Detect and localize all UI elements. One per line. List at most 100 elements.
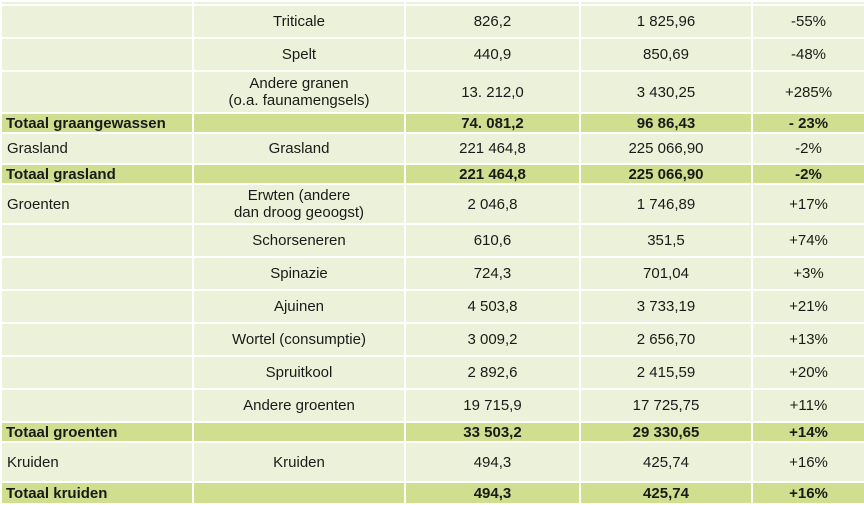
area-value-cell: 4 503,8 xyxy=(404,289,581,324)
area-value-cell: 494,3 xyxy=(404,441,581,483)
total-row: Totaal kruiden 494,3 425,74 +16% xyxy=(0,481,864,505)
crop-cell: Spruitkool xyxy=(192,355,406,390)
category-cell: Totaal graangewassen xyxy=(0,112,194,134)
area-value-cell xyxy=(404,0,581,6)
area-value-cell: 440,9 xyxy=(404,37,581,72)
area-value-prev-cell xyxy=(579,0,753,6)
category-cell xyxy=(0,322,194,357)
table-row xyxy=(0,0,864,6)
area-value-prev-cell: 425,74 xyxy=(579,441,753,483)
table-row: Wortel (consumptie) 3 009,2 2 656,70 +13% xyxy=(0,322,864,357)
table-row: Ajuinen 4 503,8 3 733,19 +21% xyxy=(0,289,864,324)
area-value-cell: 494,3 xyxy=(404,481,581,505)
table-row: Kruiden Kruiden 494,3 425,74 +16% xyxy=(0,441,864,483)
crop-cell xyxy=(192,481,406,505)
area-value-cell: 2 046,8 xyxy=(404,183,581,225)
area-value-prev-cell: 3 733,19 xyxy=(579,289,753,324)
area-value-prev-cell: 701,04 xyxy=(579,256,753,291)
category-cell: Groenten xyxy=(0,183,194,225)
area-value-cell: 221 464,8 xyxy=(404,163,581,185)
category-cell: Totaal grasland xyxy=(0,163,194,185)
change-percent-cell: +74% xyxy=(751,223,864,258)
category-cell xyxy=(0,289,194,324)
table-row: Groenten Erwten (andere dan droog geoogst)… xyxy=(0,183,864,225)
table-row: Schorseneren 610,6 351,5 +74% xyxy=(0,223,864,258)
crop-cell: Andere groenten xyxy=(192,388,406,423)
change-percent-cell: +3% xyxy=(751,256,864,291)
crop-cell: Spinazie xyxy=(192,256,406,291)
table-row: Spruitkool 2 892,6 2 415,59 +20% xyxy=(0,355,864,390)
category-cell xyxy=(0,70,194,114)
area-value-prev-cell: 96 86,43 xyxy=(579,112,753,134)
category-cell xyxy=(0,37,194,72)
table-row: Spinazie 724,3 701,04 +3% xyxy=(0,256,864,291)
change-percent-cell: +16% xyxy=(751,481,864,505)
area-value-prev-cell: 2 656,70 xyxy=(579,322,753,357)
table-row: Spelt 440,9 850,69 -48% xyxy=(0,37,864,72)
crop-cell: Ajuinen xyxy=(192,289,406,324)
area-value-prev-cell: 351,5 xyxy=(579,223,753,258)
crop-cell: Kruiden xyxy=(192,441,406,483)
change-percent-cell: +17% xyxy=(751,183,864,225)
area-value-prev-cell: 1 825,96 xyxy=(579,4,753,39)
table-row: Triticale 826,2 1 825,96 -55% xyxy=(0,4,864,39)
crop-cell xyxy=(192,421,406,443)
crop-cell xyxy=(192,0,406,6)
total-row: Totaal graangewassen 74. 081,2 96 86,43- 2… xyxy=(0,112,864,134)
change-percent-cell: -2% xyxy=(751,163,864,185)
table-row: Andere groenten 19 715,9 17 725,75 +11% xyxy=(0,388,864,423)
table-row: Grasland Grasland 221 464,8 225 066,90 -2% xyxy=(0,132,864,165)
change-percent-cell: +285% xyxy=(751,70,864,114)
area-value-prev-cell: 1 746,89 xyxy=(579,183,753,225)
area-value-prev-cell: 2 415,59 xyxy=(579,355,753,390)
area-value-prev-cell: 225 066,90 xyxy=(579,132,753,165)
category-cell: Kruiden xyxy=(0,441,194,483)
area-value-cell: 13. 212,0 xyxy=(404,70,581,114)
change-percent-cell: +16% xyxy=(751,441,864,483)
category-cell xyxy=(0,355,194,390)
area-value-prev-cell: 425,74 xyxy=(579,481,753,505)
area-value-cell: 74. 081,2 xyxy=(404,112,581,134)
crop-cell: Erwten (andere dan droog geoogst) xyxy=(192,183,406,225)
change-percent-cell: +21% xyxy=(751,289,864,324)
category-cell xyxy=(0,0,194,6)
category-cell xyxy=(0,256,194,291)
area-value-cell: 610,6 xyxy=(404,223,581,258)
category-cell xyxy=(0,4,194,39)
area-value-prev-cell: 225 066,90 xyxy=(579,163,753,185)
area-value-cell: 724,3 xyxy=(404,256,581,291)
area-value-cell: 221 464,8 xyxy=(404,132,581,165)
crop-cell: Grasland xyxy=(192,132,406,165)
change-percent-cell: -48% xyxy=(751,37,864,72)
area-value-prev-cell: 850,69 xyxy=(579,37,753,72)
area-value-cell: 19 715,9 xyxy=(404,388,581,423)
change-percent-cell: - 23% xyxy=(751,112,864,134)
crop-cell: Wortel (consumptie) xyxy=(192,322,406,357)
category-cell xyxy=(0,388,194,423)
crop-cell: Triticale xyxy=(192,4,406,39)
table-row: Andere granen (o.a. faunamengsels) 13. 212… xyxy=(0,70,864,114)
crop-cell xyxy=(192,163,406,185)
area-value-prev-cell: 3 430,25 xyxy=(579,70,753,114)
crop-cell: Andere granen (o.a. faunamengsels) xyxy=(192,70,406,114)
change-percent-cell: -55% xyxy=(751,4,864,39)
area-value-cell: 2 892,6 xyxy=(404,355,581,390)
area-value-cell: 3 009,2 xyxy=(404,322,581,357)
total-row: Totaal groenten 33 503,2 29 330,65 +14% xyxy=(0,421,864,443)
change-percent-cell: +14% xyxy=(751,421,864,443)
change-percent-cell: -2% xyxy=(751,132,864,165)
crop-cell xyxy=(192,112,406,134)
category-cell xyxy=(0,223,194,258)
category-cell: Totaal kruiden xyxy=(0,481,194,505)
category-cell: Grasland xyxy=(0,132,194,165)
area-value-prev-cell: 29 330,65 xyxy=(579,421,753,443)
crop-cell: Spelt xyxy=(192,37,406,72)
category-cell: Totaal groenten xyxy=(0,421,194,443)
change-percent-cell: +13% xyxy=(751,322,864,357)
area-value-cell: 826,2 xyxy=(404,4,581,39)
total-row: Totaal grasland 221 464,8 225 066,90 -2% xyxy=(0,163,864,185)
change-percent-cell: +11% xyxy=(751,388,864,423)
change-percent-cell: +20% xyxy=(751,355,864,390)
